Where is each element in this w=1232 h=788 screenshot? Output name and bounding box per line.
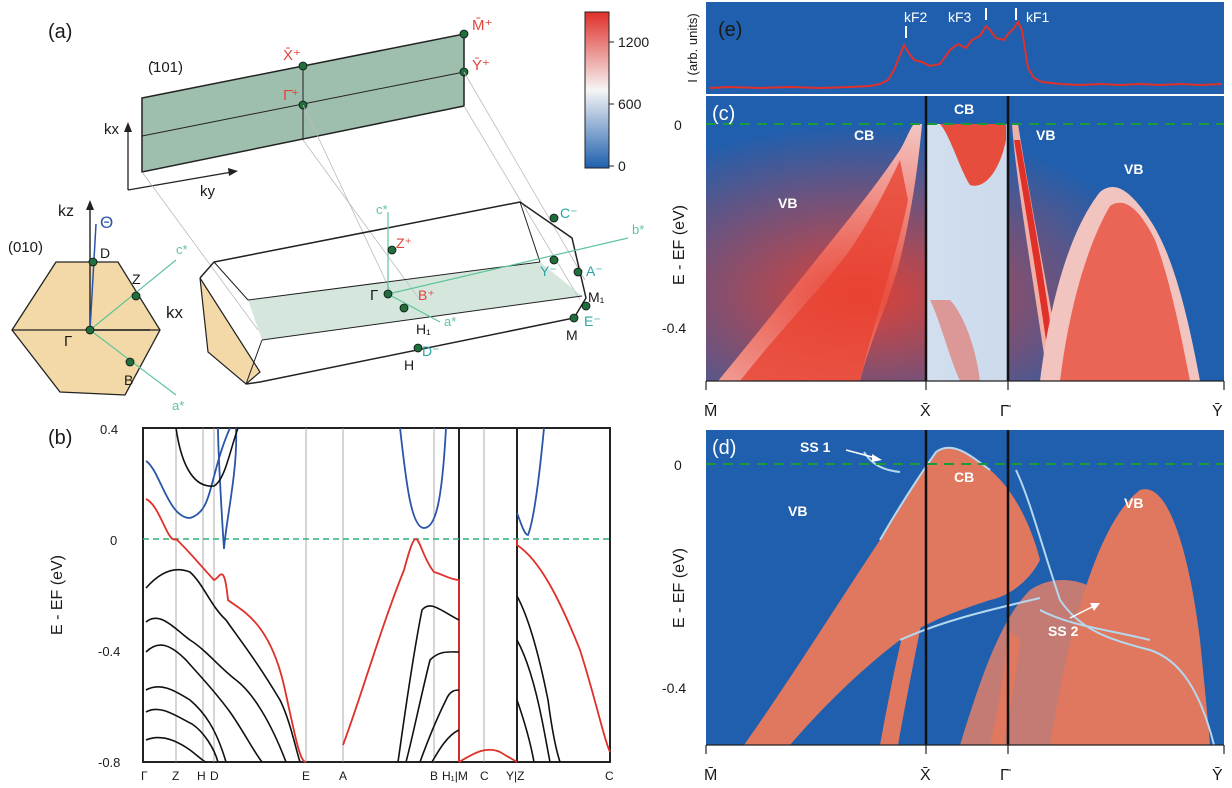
b-ytick-0: 0 [110,533,117,548]
point-gamma: Γ [64,333,72,350]
b-ylabel: E - EF (eV) [49,555,66,635]
axis-ky-surface: ky [200,183,216,200]
panel-b-label: (b) [48,427,72,449]
recip-c-star: c* [176,242,188,257]
prism-b-star: b* [632,222,644,237]
recip-a-star: a* [172,398,184,413]
colorbar-tick-1200: 1200 [618,34,649,50]
d-xaxis [705,744,1225,754]
d-xtick-gamma: Γ̄ [1000,767,1012,784]
point-b: B [124,372,133,388]
surface-label: (̄101) [148,59,183,76]
b-ytick-neg-0-4: -0.4 [98,644,120,659]
point-e-minus: E⁻ [584,313,601,329]
prism-a-star: a* [444,314,456,329]
surface-axes [124,122,238,191]
c-label-vb-right: VB [1124,161,1143,177]
d-ylabel: E - EF (eV) [671,548,688,628]
c-ytick-0: 0 [674,117,682,133]
b-xtick-h1-m: H₁|M [442,769,468,783]
point-d: D [100,245,110,261]
point-d-minus: D⁻ [422,343,440,359]
arpes-map-c [706,96,1224,381]
b-xtick-e: E [302,769,310,783]
c-ylabel: E - EF (eV) [671,205,688,285]
c-label-vb-left: VB [778,195,797,211]
calc-map-d [706,430,1224,746]
band-structure-plot [142,427,611,763]
d-label-vb-right: VB [1124,495,1143,511]
surface-bz [141,29,469,173]
b-xtick-c: C [480,769,489,783]
panel-e-label: (e) [718,19,742,41]
intensity-plot [706,2,1224,94]
kf2-label: kF2 [904,9,928,25]
point-gamma-bar-plus: Γ̄⁺ [283,87,299,104]
e-ylabel: I (arb. units) [685,13,700,82]
c-xaxis [705,380,1225,390]
c-xtick-m: M̄ [704,403,717,420]
axis-kx-surface: kx [104,121,120,138]
c-xtick-x: X̄ [920,403,931,420]
b-xtick-b: B [430,769,438,783]
point-m-bar-plus: M̄⁺ [472,17,492,34]
d-xtick-y: Ȳ [1212,766,1223,784]
panel-a-label: (a) [48,21,72,43]
b-xtick-h: H [197,769,206,783]
b-ytick-neg-0-8: -0.8 [98,755,120,770]
c-label-cb-center: CB [954,101,974,117]
panel-c-label: (c) [712,103,735,125]
point-b-plus: B⁺ [418,287,435,303]
b-xtick-a: A [339,769,347,783]
d-label-ss1: SS 1 [800,439,831,455]
b-ytick-0-4: 0.4 [100,422,118,437]
bz-3d-prism [199,201,629,385]
point-x-bar-plus: X̄⁺ [283,47,301,64]
d-ytick-neg-0-4: -0.4 [662,680,686,696]
point-m1: M₁ [588,289,605,305]
d-xtick-m: M̄ [704,767,717,784]
point-z-plus: Z⁺ [396,235,412,251]
b-xtick-c-end: C [605,769,614,783]
b-xticks: Γ Z H D E A B H₁|M C Y|Z C [141,769,614,783]
point-z: Z [132,271,141,287]
b-xtick-z: Z [172,769,179,783]
d-xtick-x: X̄ [920,767,931,784]
colorbar [584,11,614,169]
c-label-vb-gamma: VB [1036,127,1055,143]
point-h: H [404,357,414,373]
point-c-minus: C⁻ [560,205,578,221]
d-ytick-0: 0 [674,457,682,473]
d-label-cb: CB [954,469,974,485]
point-h1: H₁ [416,321,431,337]
d-label-ss2: SS 2 [1048,623,1079,639]
point-m: M [566,327,578,343]
point-y-minus: Y⁻ [540,263,557,279]
d-label-vb-left: VB [788,503,807,519]
b-xtick-gamma: Γ [141,769,148,783]
prism-c-star: c* [376,202,388,217]
axis-kz: kz [58,203,74,220]
b-xtick-y-z: Y|Z [506,769,524,783]
point-gamma-3d: Γ [370,287,378,304]
c-xtick-y: Ȳ [1212,402,1223,420]
point-y-bar-plus: Ȳ⁺ [472,57,490,74]
bz-010-hexagon [11,200,177,396]
b-xtick-d: D [210,769,219,783]
c-ytick-neg-0-4: -0.4 [662,320,686,336]
colorbar-tick-0: 0 [618,158,626,174]
c-xtick-gamma: Γ̄ [1000,403,1012,420]
colorbar-tick-600: 600 [618,96,642,112]
point-a-minus: A⁻ [586,263,603,279]
theta-label: Θ [100,213,113,232]
c-label-cb-left: CB [854,127,874,143]
bz-010-label: (010) [8,239,43,256]
kf3-label: kF3 [948,9,972,25]
kf1-label: kF1 [1026,9,1050,25]
axis-kx-bz: kx [166,303,184,322]
panel-d-label: (d) [712,437,736,459]
